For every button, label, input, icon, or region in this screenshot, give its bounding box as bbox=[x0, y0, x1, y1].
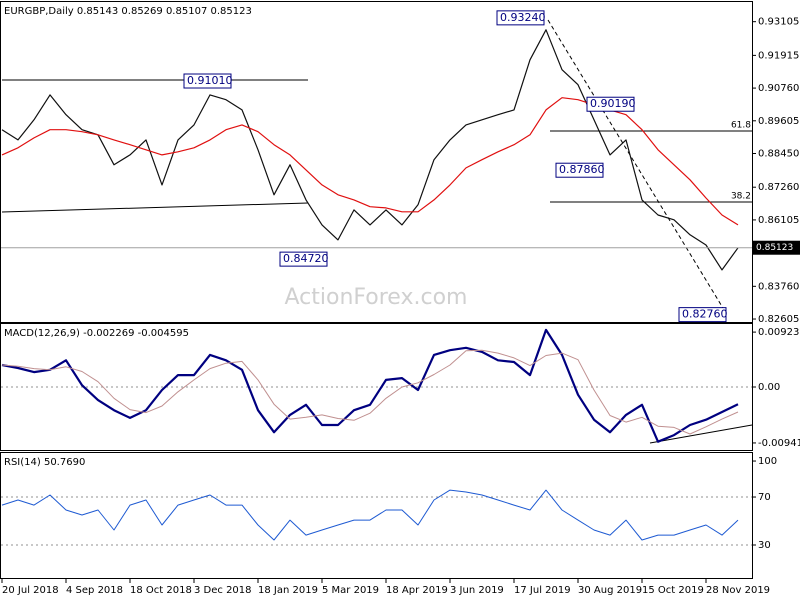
annotation-label: 0.84720 bbox=[283, 252, 329, 265]
trendline bbox=[547, 19, 727, 314]
trendline bbox=[1, 202, 309, 213]
x-tick-label: 17 Jul 2019 bbox=[514, 585, 571, 596]
series-line bbox=[1, 328, 739, 443]
panel-title: RSI(14) 50.7690 bbox=[4, 457, 85, 468]
x-tick-label: 5 Mar 2019 bbox=[322, 585, 379, 596]
y-tick-label: 0.82605 bbox=[758, 314, 799, 325]
series-line bbox=[1, 489, 739, 541]
x-tick-label: 18 Apr 2019 bbox=[386, 585, 448, 596]
x-tick-label: 30 Aug 2019 bbox=[578, 585, 642, 596]
rsi-panel bbox=[0, 452, 753, 579]
annotation-label: 0.90190 bbox=[590, 97, 636, 110]
x-tick-label: 15 Oct 2019 bbox=[642, 585, 704, 596]
price-panel bbox=[0, 1, 753, 323]
fib-label: 61.8 bbox=[731, 121, 751, 131]
last-price-label: 0.85123 bbox=[756, 243, 793, 253]
y-tick-label: 0.89605 bbox=[758, 116, 799, 127]
trendline bbox=[649, 424, 753, 444]
x-tick-label: 4 Sep 2018 bbox=[66, 585, 123, 596]
annotation-label: 0.93240 bbox=[500, 11, 546, 24]
annotation-box bbox=[555, 162, 604, 178]
panel-title: MACD(12,26,9) -0.002269 -0.004595 bbox=[4, 328, 189, 339]
annotation-box bbox=[496, 10, 545, 26]
y-tick-label: 0.90760 bbox=[758, 83, 799, 94]
y-tick-label: -0.009413 bbox=[758, 438, 800, 449]
x-tick-label: 28 Nov 2019 bbox=[706, 585, 770, 596]
y-tick-label: 0.91915 bbox=[758, 50, 799, 61]
fib-label: 38.2 bbox=[731, 192, 751, 202]
y-tick-label: 0.87260 bbox=[758, 182, 799, 193]
y-tick-label: 0.00 bbox=[758, 382, 780, 393]
panel-title: EURGBP,Daily 0.85143 0.85269 0.85107 0.8… bbox=[4, 6, 252, 17]
annotation-label: 0.91010 bbox=[187, 74, 233, 87]
x-tick-label: 20 Jul 2018 bbox=[2, 585, 59, 596]
annotation-box bbox=[183, 73, 232, 89]
series-line bbox=[1, 29, 739, 271]
annotation-label: 0.82760 bbox=[682, 308, 728, 321]
series-line bbox=[1, 349, 739, 435]
y-tick-label: 70 bbox=[758, 492, 771, 503]
annotation-box bbox=[586, 96, 635, 112]
y-tick-label: 0.88450 bbox=[758, 149, 799, 160]
watermark: ActionForex.com bbox=[285, 285, 468, 310]
x-tick-label: 3 Jun 2019 bbox=[450, 585, 504, 596]
y-tick-label: 0.009237 bbox=[758, 327, 800, 338]
annotation-label: 0.87860 bbox=[559, 163, 605, 176]
x-tick-label: 3 Dec 2018 bbox=[194, 585, 252, 596]
last-price-box bbox=[753, 240, 800, 255]
y-tick-label: 0.83760 bbox=[758, 281, 799, 292]
annotation-box bbox=[678, 307, 727, 323]
annotation-box bbox=[279, 251, 328, 267]
y-tick-label: 0.86105 bbox=[758, 215, 799, 226]
y-tick-label: 30 bbox=[758, 540, 771, 551]
y-tick-label: 100 bbox=[758, 456, 777, 467]
x-tick-label: 18 Oct 2018 bbox=[130, 585, 192, 596]
y-tick-label: 0.93105 bbox=[758, 17, 799, 28]
x-tick-label: 18 Jan 2019 bbox=[258, 585, 318, 596]
